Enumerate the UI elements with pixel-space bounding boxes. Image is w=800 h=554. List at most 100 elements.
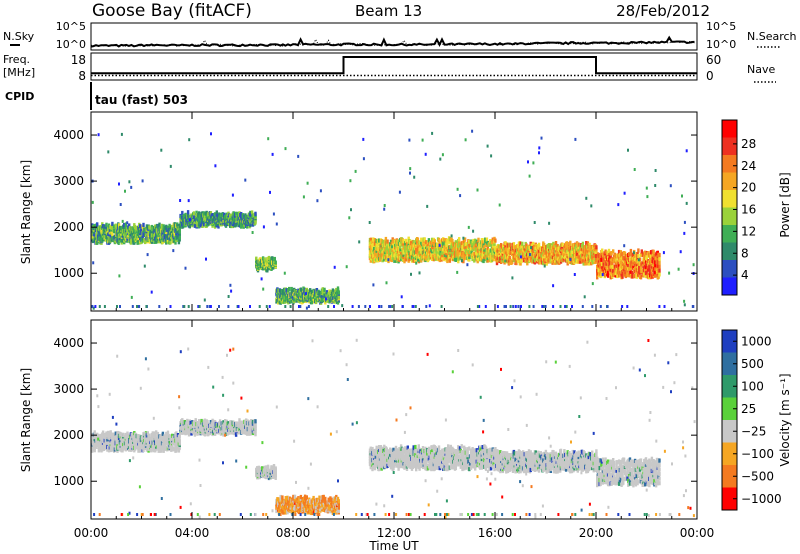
echo-cell [610,271,613,276]
echo-cell [378,242,381,247]
echo-cell [447,247,450,252]
echo-speckle [426,204,429,208]
station-title: Goose Bay (fitACF) [92,1,252,21]
echo-cell [402,252,405,257]
echo-speckle [552,284,555,288]
echo-cell [157,439,160,444]
echo-cell [168,223,171,228]
echo-cell [129,240,133,245]
echo-cell [622,261,625,267]
colorbar-frame [721,119,738,296]
echo-speckle [267,137,270,141]
echo-cell [197,419,201,424]
echo-cell [638,257,642,262]
echo-cell [596,275,599,280]
echo-cell [407,236,410,241]
echo-cell [614,273,617,278]
echo-cell [321,287,324,292]
echo-cell [382,252,385,257]
echo-cell [630,252,633,257]
echo-speckle [231,193,234,197]
y-tick-label: 1000 [53,266,84,280]
echo-low-range [528,305,531,308]
echo-cell [254,211,257,216]
echo-cell [399,241,402,246]
echo-cell [91,448,94,453]
echo-cell [575,254,579,259]
echo-cell [112,226,115,231]
echo-cell [654,263,657,268]
echo-cell [650,268,654,273]
echo-low-range [197,305,200,308]
echo-cell [468,257,471,262]
echo-speckle [350,208,352,212]
echo-cell [540,258,543,263]
echo-speckle [681,194,683,198]
power-ylabel: Slant Range [km] [19,160,33,264]
echo-speckle [387,258,390,262]
echo-cell [635,274,638,279]
echo-speckle [417,258,419,262]
echo-cell [146,431,149,436]
echo-low-range [599,305,602,308]
echo-speckle [498,203,501,207]
echo-cell [632,252,635,258]
colorbar-swatch [722,225,737,243]
colorbar-swatch [722,172,737,191]
echo-cell [639,262,643,267]
echo-cell [314,299,318,305]
echo-cell [632,260,635,265]
echo-cell [623,261,627,266]
echo-speckle [662,251,665,255]
echo-cell [633,274,636,279]
echo-speckle [459,194,462,198]
colorbar-swatch [722,155,737,173]
echo-speckle [260,277,263,281]
beam-title: Beam 13 [355,2,422,20]
echo-cell [219,213,223,218]
echo-cell [418,243,421,248]
echo-low-range [440,305,443,308]
echo-cell [553,260,557,265]
echo-cell [112,433,116,438]
freq-panel-frame [90,52,698,81]
echo-speckle [345,265,348,269]
nave-tick-bottom: 0 [706,69,714,83]
echo-cell [431,237,434,242]
colorbar-tick-label: 28 [741,137,756,151]
echo-cell [186,418,189,423]
echo-cell [484,237,487,242]
echo-speckle [117,242,120,245]
nave-tick-top: 60 [706,53,721,67]
echo-cell [197,224,201,229]
echo-speckle [150,290,153,294]
echo-cell [577,245,580,250]
echo-cell [245,224,249,229]
echo-cell [393,258,396,263]
echo-cell [307,289,310,294]
echo-cell [532,256,535,261]
echo-speckle [400,295,403,299]
echo-speckle [269,190,271,194]
echo-cell [464,244,468,249]
echo-cell [182,213,186,218]
echo-low-range [505,305,507,308]
echo-cell [628,266,631,271]
echo-cell [440,245,443,250]
colorbar-swatch [722,207,737,226]
echo-cell [94,442,97,447]
colorbar-swatch [722,137,737,156]
echo-cell [117,223,121,228]
echo-speckle [548,221,551,225]
echo-cell [137,238,140,243]
echo-speckle [409,171,411,175]
echo-cell [110,237,113,242]
echo-speckle [462,236,465,240]
echo-speckle [141,179,144,183]
echo-speckle [348,216,351,220]
echo-cell [431,256,434,261]
echo-cell [504,241,507,246]
echo-cell [505,247,508,252]
echo-cell [554,241,558,246]
echo-speckle [627,148,629,152]
